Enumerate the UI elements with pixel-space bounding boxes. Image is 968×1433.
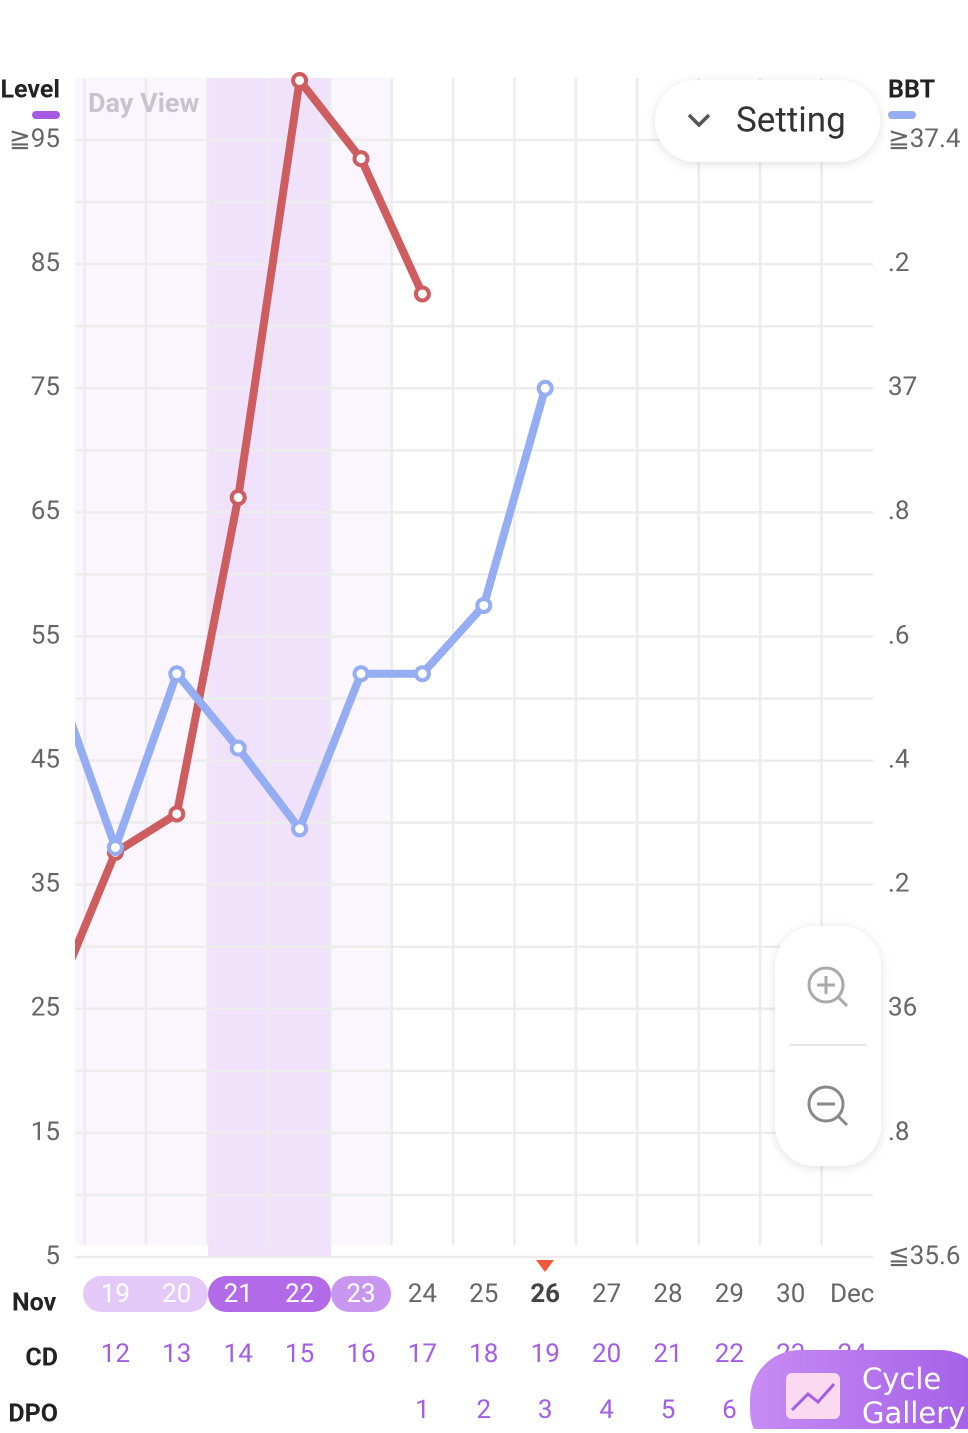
setting-bg[interactable] xyxy=(655,80,880,162)
gallery-icon-line xyxy=(790,1383,836,1412)
x-tick-label: 24 xyxy=(408,1279,438,1309)
date-pill xyxy=(331,1276,391,1312)
row-value: 4 xyxy=(599,1395,614,1425)
zoom-control xyxy=(775,926,881,1166)
data-point xyxy=(352,665,370,683)
x-tick-label: 26 xyxy=(530,1279,560,1309)
x-tick-label: 22 xyxy=(285,1279,314,1309)
legend-swatch xyxy=(32,111,60,119)
y-tick-label: ≧95 xyxy=(9,124,60,154)
zoom-in[interactable] xyxy=(807,966,849,1008)
data-point xyxy=(168,665,186,683)
row-value: 1 xyxy=(415,1395,430,1425)
x-tick-label: 27 xyxy=(592,1279,621,1309)
x-tick-label: 28 xyxy=(653,1279,682,1309)
data-point xyxy=(291,71,309,89)
data-point xyxy=(291,820,309,838)
y-tick-label: 35 xyxy=(31,869,60,899)
data-point xyxy=(536,379,554,397)
data-point xyxy=(48,667,61,680)
row-value: 18 xyxy=(469,1339,498,1369)
y2-tick-label: .6 xyxy=(888,620,909,650)
gallery-label[interactable]: Cycle Gallery xyxy=(862,1362,966,1430)
data-point xyxy=(475,596,493,614)
date-pill xyxy=(83,1276,208,1312)
x-tick-label: 29 xyxy=(715,1279,744,1309)
x-tick-label: 23 xyxy=(346,1279,375,1309)
month-label: Nov xyxy=(12,1289,57,1318)
row-value: 22 xyxy=(715,1339,744,1369)
y2-tick-label: .2 xyxy=(888,248,909,278)
x-tick-label: 21 xyxy=(224,1279,253,1309)
row-value: 15 xyxy=(285,1339,314,1369)
x-tick-label: 19 xyxy=(101,1279,130,1309)
y2-tick-label: .8 xyxy=(888,496,909,526)
y2-tick-label: ≦35.6 xyxy=(888,1241,960,1271)
data-point xyxy=(229,488,247,506)
y-tick-label: 85 xyxy=(31,248,60,278)
date-pill xyxy=(208,1276,331,1312)
legend-label: Level xyxy=(1,76,61,105)
row-label: CD xyxy=(25,1344,58,1373)
y-tick-label: 55 xyxy=(31,620,60,650)
row-value: 3 xyxy=(538,1395,553,1425)
gallery-label-box: Cycle Gallery xyxy=(862,1362,966,1430)
setting-button[interactable]: Setting xyxy=(655,80,880,162)
legend-swatch xyxy=(888,111,916,119)
row-value: 20 xyxy=(592,1339,621,1369)
row-value: 2 xyxy=(476,1395,491,1425)
data-point xyxy=(413,285,431,303)
row-label: DPO xyxy=(8,1400,58,1429)
x-tick-label: 20 xyxy=(162,1279,191,1309)
setting-label[interactable]: Setting xyxy=(736,99,846,140)
row-value: 16 xyxy=(346,1339,375,1369)
data-point xyxy=(106,838,124,856)
x-tick-label: 30 xyxy=(776,1279,805,1309)
data-point xyxy=(413,665,431,683)
data-point xyxy=(229,739,247,757)
data-point xyxy=(168,805,186,823)
view-label: Day View xyxy=(88,87,199,119)
row-value: 19 xyxy=(531,1339,560,1369)
y2-tick-label: .8 xyxy=(888,1117,909,1147)
row-value: 21 xyxy=(653,1339,682,1369)
gallery-icon xyxy=(786,1373,840,1419)
x-tick-label: Dec xyxy=(830,1279,874,1309)
row-value: 12 xyxy=(101,1339,130,1369)
legend-label: BBT xyxy=(888,76,935,105)
y2-tick-label: ≧37.4 xyxy=(888,124,961,154)
y-tick-label: 65 xyxy=(31,496,60,526)
zoom-out[interactable] xyxy=(807,1085,849,1127)
y-tick-label: 45 xyxy=(31,744,60,774)
y2-tick-label: .4 xyxy=(888,744,910,774)
chevron-icon xyxy=(687,113,711,128)
y2-tick-label: 36 xyxy=(888,993,917,1023)
row-value: 17 xyxy=(408,1339,437,1369)
row-value: 5 xyxy=(661,1395,676,1425)
today-marker xyxy=(536,1260,554,1272)
y-tick-label: 15 xyxy=(31,1117,60,1147)
row-value: 14 xyxy=(224,1339,254,1369)
y2-tick-label: 37 xyxy=(888,372,917,402)
row-value: 6 xyxy=(722,1395,737,1425)
cycle-gallery-button[interactable]: Cycle Gallery xyxy=(750,1350,968,1433)
x-tick-label: 25 xyxy=(469,1279,498,1309)
y-tick-label: 5 xyxy=(45,1241,60,1271)
y2-tick-label: .2 xyxy=(888,869,909,899)
y-tick-label: 25 xyxy=(31,993,60,1023)
data-point xyxy=(352,150,370,168)
y-tick-label: 75 xyxy=(31,372,60,402)
row-value: 13 xyxy=(162,1339,191,1369)
